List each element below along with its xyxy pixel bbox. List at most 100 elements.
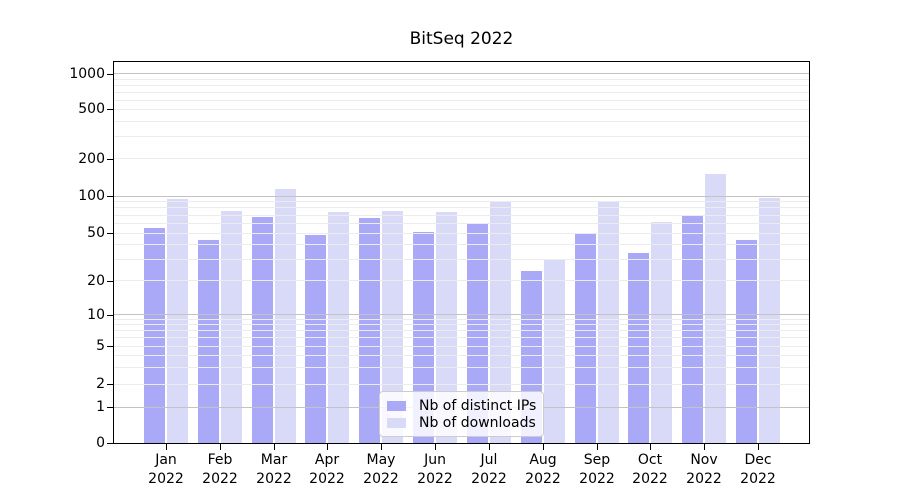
- x-tick-label-oct: Oct 2022: [618, 451, 682, 489]
- minor-gridline: [114, 214, 809, 216]
- month-label: Jan: [155, 452, 177, 468]
- y-tick: [107, 196, 113, 197]
- minor-gridline: [114, 120, 809, 122]
- x-tick-label-sep: Sep 2022: [565, 451, 629, 489]
- x-tick-label-aug: Aug 2022: [511, 451, 575, 489]
- year-label: 2022: [579, 471, 615, 487]
- x-tick-label-nov: Nov 2022: [672, 451, 736, 489]
- month-label: Sep: [583, 452, 611, 468]
- bar-downloads-jun: [436, 212, 458, 443]
- x-tick-label-feb: Feb 2022: [188, 451, 252, 489]
- year-label: 2022: [632, 471, 668, 487]
- minor-gridline: [114, 366, 809, 368]
- x-tick: [435, 444, 436, 450]
- year-label: 2022: [256, 471, 292, 487]
- year-label: 2022: [148, 471, 184, 487]
- bar-distinct-ips-oct: [628, 253, 650, 443]
- bar-downloads-nov: [705, 174, 727, 443]
- bar-downloads-apr: [328, 212, 350, 443]
- month-label: Jul: [480, 452, 498, 468]
- minor-gridline: [114, 99, 809, 101]
- x-tick: [381, 444, 382, 450]
- bar-downloads-jan: [167, 199, 188, 443]
- x-tick-label-jan: Jan 2022: [134, 451, 198, 489]
- minor-gridline: [114, 330, 809, 332]
- minor-gridline: [114, 318, 809, 320]
- minor-gridline: [114, 78, 809, 80]
- year-label: 2022: [471, 471, 507, 487]
- minor-gridline: [114, 345, 809, 347]
- legend-label-downloads: Nb of downloads: [419, 414, 536, 431]
- bar-downloads-mar: [274, 189, 296, 443]
- minor-gridline: [114, 383, 809, 385]
- y-tick-label: 1000: [69, 66, 105, 82]
- y-tick: [107, 159, 113, 160]
- x-tick-label-dec: Dec 2022: [726, 451, 790, 489]
- major-gridline: [114, 195, 809, 197]
- y-tick-label: 100: [78, 188, 105, 204]
- bar-downloads-jul: [489, 201, 511, 443]
- month-label: Nov: [690, 452, 718, 468]
- x-tick: [327, 444, 328, 450]
- y-tick: [107, 281, 113, 282]
- minor-gridline: [114, 337, 809, 339]
- chart-title: BitSeq 2022: [409, 29, 514, 49]
- bar-distinct-ips-feb: [197, 239, 219, 443]
- month-label: Oct: [637, 452, 663, 468]
- x-tick-label-mar: Mar 2022: [242, 451, 306, 489]
- month-label: Feb: [207, 452, 233, 468]
- x-tick-label-jul: Jul 2022: [457, 451, 521, 489]
- y-tick-label: 2: [96, 376, 105, 392]
- y-tick-label: 10: [87, 307, 105, 323]
- month-label: Aug: [529, 452, 557, 468]
- y-tick: [107, 74, 113, 75]
- minor-gridline: [114, 201, 809, 203]
- legend-swatch-downloads: [387, 417, 406, 428]
- major-gridline: [114, 314, 809, 316]
- year-label: 2022: [309, 471, 345, 487]
- x-tick: [704, 444, 705, 450]
- minor-gridline: [114, 280, 809, 282]
- y-tick: [107, 443, 113, 444]
- minor-gridline: [114, 158, 809, 160]
- legend-swatch-distinct-ips: [387, 400, 406, 411]
- bar-distinct-ips-dec: [736, 239, 758, 443]
- y-tick-label: 50: [87, 225, 105, 241]
- bar-downloads-sep: [597, 201, 619, 443]
- x-tick-label-may: May 2022: [349, 451, 413, 489]
- minor-gridline: [114, 207, 809, 209]
- x-tick: [758, 444, 759, 450]
- month-label: Dec: [744, 452, 772, 468]
- legend: Nb of distinct IPs Nb of downloads: [379, 391, 544, 437]
- month-label: Apr: [314, 452, 340, 468]
- bar-downloads-feb: [220, 210, 242, 443]
- minor-gridline: [114, 136, 809, 138]
- legend-row-distinct-ips: Nb of distinct IPs: [387, 397, 536, 414]
- year-label: 2022: [740, 471, 776, 487]
- y-tick: [107, 346, 113, 347]
- x-tick-label-jun: Jun 2022: [403, 451, 467, 489]
- year-label: 2022: [686, 471, 722, 487]
- year-label: 2022: [417, 471, 453, 487]
- minor-gridline: [114, 259, 809, 261]
- y-tick: [107, 233, 113, 234]
- y-tick: [107, 315, 113, 316]
- year-label: 2022: [525, 471, 561, 487]
- bar-downloads-aug: [543, 259, 565, 443]
- plot-area: [113, 61, 810, 444]
- month-label: Jun: [424, 452, 446, 468]
- y-tick-label: 200: [78, 151, 105, 167]
- minor-gridline: [114, 232, 809, 234]
- bar-distinct-ips-jul: [466, 224, 488, 443]
- y-tick: [107, 407, 113, 408]
- year-label: 2022: [363, 471, 399, 487]
- minor-gridline: [114, 222, 809, 224]
- bar-distinct-ips-mar: [251, 217, 273, 443]
- bar-distinct-ips-apr: [305, 235, 327, 443]
- minor-gridline: [114, 84, 809, 86]
- month-label: May: [366, 452, 396, 468]
- bar-distinct-ips-jan: [144, 228, 165, 443]
- minor-gridline: [114, 91, 809, 93]
- x-tick: [274, 444, 275, 450]
- bar-distinct-ips-sep: [574, 234, 596, 443]
